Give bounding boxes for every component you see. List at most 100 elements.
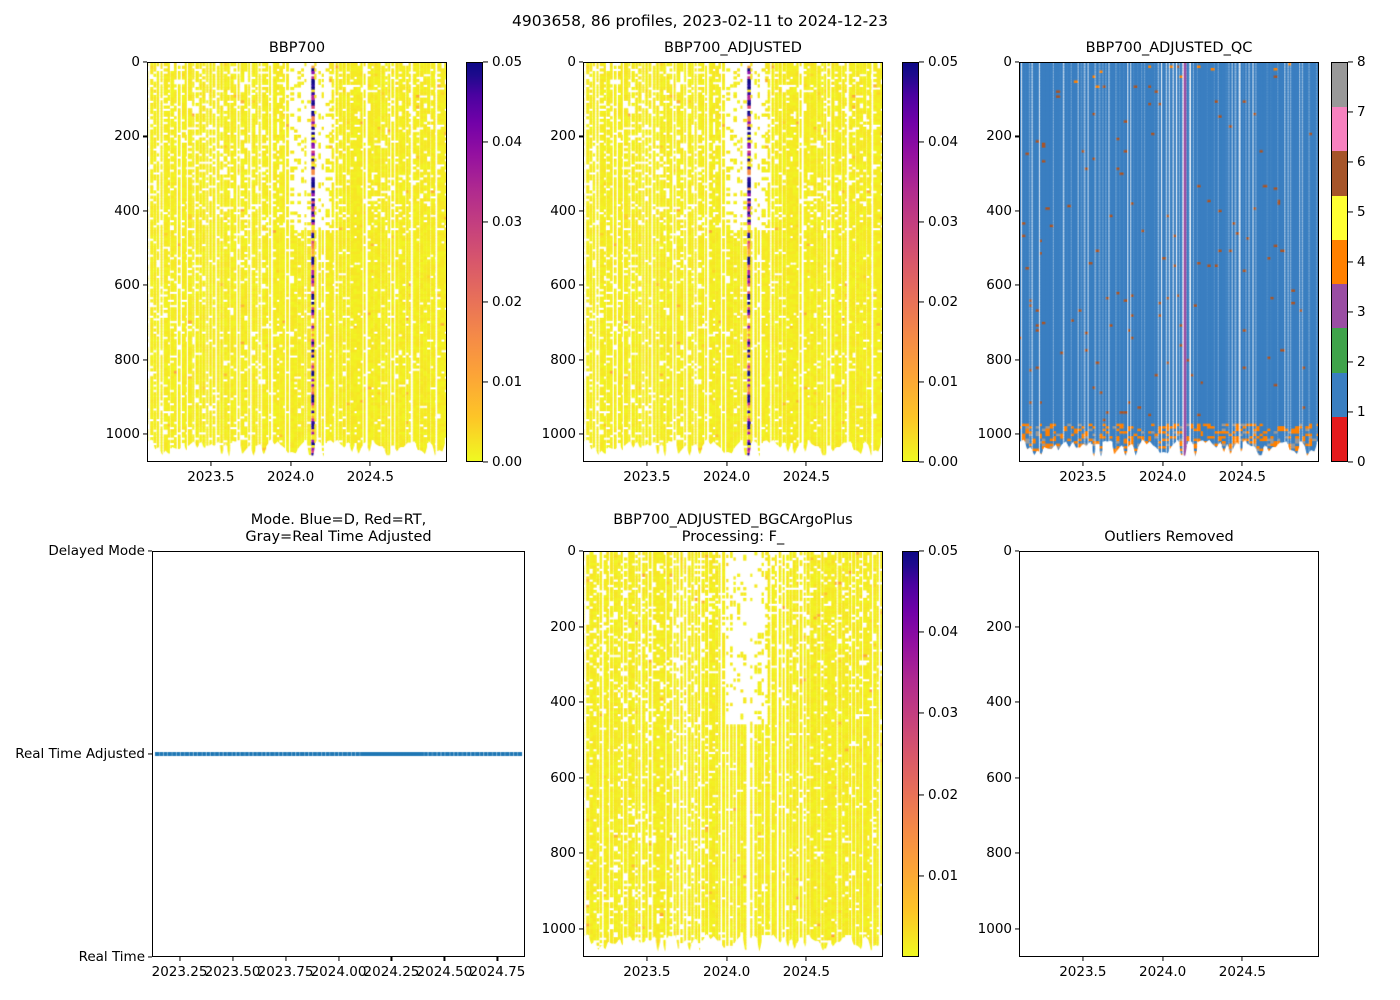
ytick-mark [1015, 135, 1019, 137]
ytick-label: 200 [550, 618, 576, 635]
ytick-mark [1015, 284, 1019, 286]
ytick-label: 400 [986, 202, 1012, 219]
ytick-label: 800 [986, 845, 1012, 862]
ytick-label: 200 [986, 618, 1012, 635]
xtick-label: 2024.50 [416, 964, 473, 980]
axes-bbp700-adjusted [583, 62, 883, 462]
xtick-label: 2024.75 [469, 964, 526, 980]
ytick-mark [579, 135, 583, 137]
panel-title-outliers-removed: Outliers Removed [1104, 528, 1234, 545]
ytick-label: 1000 [105, 426, 140, 443]
ytick-mark [579, 701, 583, 703]
qc-colorbar-tick-label: 5 [1357, 204, 1366, 220]
ytick-mark [1015, 210, 1019, 212]
panel-title-bgcargoplus: BBP700_ADJUSTED_BGCArgoPlus Processing: … [613, 511, 853, 545]
colorbar-tick-label: 0.05 [928, 543, 959, 559]
mode-scatter-series [153, 552, 524, 956]
heatmap-bgcargoplus [584, 552, 882, 956]
colorbar-tick-mark [919, 61, 924, 63]
qc-colorbar-segment-2 [1332, 328, 1347, 373]
xtick-label: 2023.5 [187, 469, 235, 485]
colorbar-tick-mark [919, 141, 924, 143]
qc-colorbar-tick-label: 6 [1357, 154, 1366, 170]
ytick-mark [148, 956, 152, 958]
xtick-mark [1082, 462, 1084, 466]
colorbar-tick-label: 0.04 [928, 134, 959, 150]
xtick-label: 2023.25 [151, 964, 208, 980]
panel-outliers-removed: Outliers Removed 2023.5 2024.0 2024.5 0 200 4… [978, 529, 1319, 980]
qc-colorbar-tick-mark [1348, 361, 1353, 363]
qc-colorbar-segment-4 [1332, 239, 1347, 285]
ytick-mark [143, 61, 147, 63]
qc-colorbar-segment-3 [1332, 284, 1347, 329]
xtick-label: 2024.0 [1138, 469, 1187, 485]
xtick-mark [1162, 462, 1164, 466]
xtick-mark [1162, 957, 1164, 961]
ytick-mark [579, 625, 583, 628]
qc-colorbar-tick-label: 1 [1357, 404, 1366, 420]
xtick-mark [290, 462, 292, 466]
qc-colorbar-segment-6 [1332, 151, 1347, 196]
colorbar-tick-label: 0.03 [928, 705, 959, 722]
ytick-mark [148, 550, 152, 552]
qc-colorbar-segment-0 [1332, 416, 1347, 461]
qc-colorbar-segment-8 [1332, 63, 1347, 108]
ytick-mark [579, 550, 583, 552]
colorbar-tick-mark [483, 61, 488, 63]
axes-bbp700-adjusted-qc [1019, 62, 1319, 462]
ytick-mark [579, 433, 583, 435]
ytick-mark [143, 433, 147, 435]
ytick-label: 1000 [977, 426, 1012, 443]
panel-title-bbp700-adjusted: BBP700_ADJUSTED [664, 39, 802, 56]
xtick-label: 2023.50 [204, 964, 261, 980]
colorbar-tick-label: 0.04 [492, 134, 523, 150]
qc-colorbar-segment-5 [1332, 195, 1347, 240]
ytick-label: 400 [986, 694, 1012, 711]
panel-bbp700-adjusted-qc: BBP700_ADJUSTED_QC 2023.5 2024.0 2024.5 0 20… [978, 40, 1319, 485]
qc-colorbar-tick-label: 3 [1357, 304, 1366, 320]
ytick-mark [579, 210, 583, 212]
ytick-mark [579, 61, 583, 63]
colorbar-gradient-bbp700 [467, 63, 482, 461]
heatmap-bbp700-adjusted [584, 63, 882, 461]
xtick-label: 2024.00 [310, 964, 367, 980]
qc-colorbar-tick-label: 2 [1357, 354, 1366, 370]
qc-colorbar-tick-mark [1348, 261, 1353, 263]
ytick-label: 800 [986, 351, 1012, 368]
xtick-label: 2023.5 [623, 469, 671, 485]
ytick-mark [1015, 852, 1019, 854]
colorbar-qc [1331, 62, 1348, 462]
colorbar-tick-mark [919, 550, 924, 552]
colorbar-tick-label: 0.02 [928, 294, 959, 310]
ytick-mark [579, 359, 583, 361]
xtick-label: 2024.5 [1218, 964, 1267, 980]
ytick-mark [143, 359, 147, 361]
xtick-mark [1241, 462, 1243, 466]
ytick-label: 0 [567, 54, 576, 70]
axes-bgcargoplus [583, 551, 883, 957]
colorbar-tick-mark [483, 221, 488, 223]
xtick-mark [805, 462, 807, 466]
colorbar-tick-label: 0.03 [492, 214, 523, 230]
ytick-mark [1015, 433, 1019, 435]
panel-bbp700-adjusted: BBP700_ADJUSTED 2023.5 2024.0 2024.5 0 200 40… [542, 40, 883, 485]
ytick-label: 200 [114, 128, 140, 145]
figure-suptitle: 4903658, 86 profiles, 2023-02-11 to 2024… [512, 12, 888, 30]
qc-colorbar-tick-mark [1348, 311, 1353, 313]
xtick-label: 2024.5 [1218, 469, 1267, 485]
ytick-mark [579, 284, 583, 286]
colorbar-tick-mark [919, 794, 924, 796]
qc-colorbar-segment-1 [1332, 372, 1347, 417]
qc-colorbar-segment-7 [1332, 107, 1347, 152]
qc-colorbar-tick-mark [1348, 411, 1353, 413]
ytick-mark [1015, 701, 1019, 703]
panel-title-bbp700-adjusted-qc: BBP700_ADJUSTED_QC [1085, 39, 1253, 56]
xtick-label: 2024.0 [702, 964, 751, 980]
ytick-label: 800 [550, 845, 576, 862]
colorbar-bgcargoplus [902, 551, 919, 957]
ytick-label: 600 [550, 769, 576, 786]
ytick-mark [1015, 777, 1019, 779]
colorbar-tick-mark [919, 461, 924, 463]
colorbar-tick-label: 0.05 [492, 54, 523, 70]
colorbar-gradient-bgcargoplus [903, 552, 918, 956]
